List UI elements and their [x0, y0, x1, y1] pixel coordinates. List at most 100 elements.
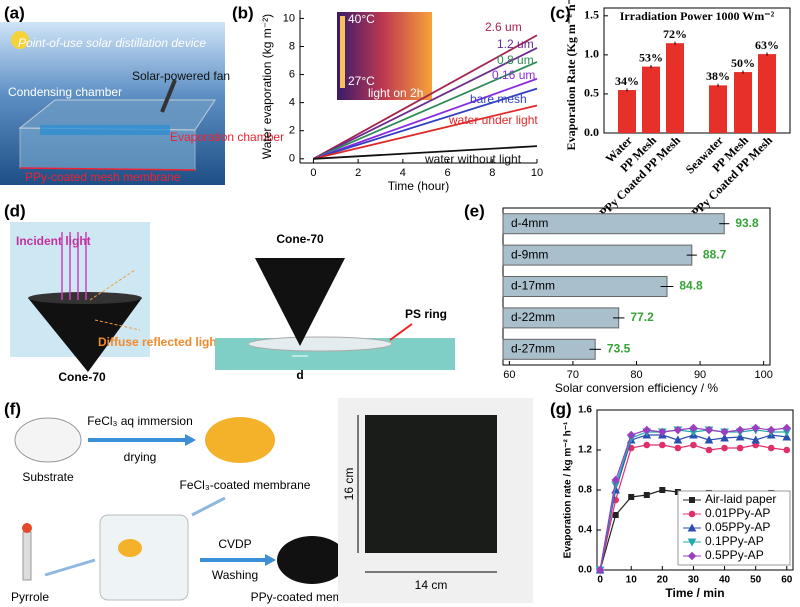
- y-tick-label: 6: [289, 68, 295, 80]
- inset-label: light on 2h: [368, 86, 423, 100]
- marker: [658, 427, 667, 437]
- x-tick-label: 50: [750, 575, 762, 586]
- y-tick-label: 2: [289, 125, 295, 137]
- marker: [751, 435, 761, 444]
- x-tick-label: 6: [445, 167, 451, 179]
- category-label: d-9mm: [511, 247, 548, 261]
- bar-annotation: 63%: [755, 38, 779, 52]
- panel-a-label: Solar-powered fan: [132, 69, 230, 83]
- y-tick-label: 0.0: [578, 565, 592, 576]
- marker: [782, 432, 792, 441]
- series-line: [313, 61, 538, 160]
- y-tick-label: 8: [289, 40, 295, 52]
- legend-marker: [688, 510, 696, 518]
- series-line: [312, 34, 538, 160]
- x-tick-label: 20: [657, 575, 669, 586]
- x-tick-label: 10: [531, 167, 543, 179]
- category-label: d-17mm: [511, 279, 555, 293]
- value-label: 77.2: [630, 310, 654, 324]
- diagram-label: Cone-70: [276, 232, 324, 246]
- bar: [709, 85, 727, 133]
- x-axis-label: Time / min: [665, 586, 724, 600]
- legend-marker: [689, 497, 695, 503]
- diagram-label: FeCl₃-coated membrane: [180, 478, 311, 492]
- bar: [666, 43, 684, 133]
- inset-label: 27°C: [348, 74, 375, 88]
- x-axis-label: Solar conversion efficiency / %: [555, 381, 719, 395]
- series-label: water without light: [424, 152, 522, 166]
- diagram-label: FeCl₃ aq immersion: [87, 414, 193, 428]
- marker: [735, 425, 745, 435]
- diagram-label: PS ring: [405, 307, 447, 321]
- series-line: [313, 87, 538, 160]
- inset-label: 40°C: [348, 12, 375, 26]
- panel-label: (c): [550, 3, 571, 22]
- x-tick-label: 40: [719, 575, 731, 586]
- marker: [720, 427, 729, 437]
- marker: [767, 444, 775, 452]
- legend-label: 0.1PPy-AP: [705, 534, 764, 548]
- marker: [721, 444, 728, 452]
- plot-frame: [603, 7, 791, 134]
- panel-labels: (a) (b) (c) (d) (e) (f) (g): [4, 3, 572, 418]
- chart-title: Irradiation Power 1000 Wm⁻²: [620, 9, 775, 23]
- y-tick-label: 0.4: [578, 525, 592, 536]
- bar-annotation: 53%: [639, 50, 663, 64]
- value-label: 84.8: [679, 279, 703, 293]
- bar: [734, 72, 752, 133]
- legend-label: Air-laid paper: [705, 492, 776, 506]
- diagram-label: Pyrrole: [11, 590, 49, 604]
- y-tick-label: 1.6: [578, 405, 592, 416]
- y-tick-label: 0.5: [584, 86, 599, 100]
- value-label: 93.8: [735, 216, 759, 230]
- series-line: [313, 104, 538, 160]
- x-axis-label: Time (hour): [388, 179, 450, 193]
- y-axis-label: Water evaporation (kg m⁻²): [260, 14, 274, 159]
- marker: [643, 492, 650, 498]
- x-tick-label: 90: [694, 369, 706, 381]
- diagram-label: Cone-70: [58, 370, 106, 384]
- panel-a: Point-of-use solar distillation device S…: [0, 22, 284, 185]
- y-tick-label: 10: [283, 12, 295, 24]
- bar: [642, 66, 660, 133]
- marker: [735, 432, 745, 441]
- y-tick-label: 1.5: [584, 8, 599, 22]
- category-label: d-27mm: [511, 341, 555, 355]
- marker: [627, 430, 636, 440]
- x-tick-label: 70: [567, 369, 579, 381]
- panel-f: FeCl₃ aq immersion drying Substrate FeCl…: [11, 398, 533, 604]
- panel-label: (f): [4, 399, 21, 418]
- x-tick-label: 100: [754, 369, 772, 381]
- marker: [704, 435, 714, 444]
- marker: [611, 475, 620, 485]
- bar-annotation: 34%: [615, 74, 639, 88]
- y-axis-label: Evaporation rate / kg m⁻² h⁻¹: [563, 421, 574, 558]
- legend-label: 0.5PPy-AP: [705, 548, 764, 562]
- diagram-label: d: [296, 368, 303, 382]
- series-line: [313, 47, 538, 160]
- legend-label: 0.05PPy-AP: [705, 520, 770, 534]
- category-label: d-22mm: [511, 310, 555, 324]
- panel-label: (b): [232, 3, 254, 22]
- marker: [704, 425, 714, 435]
- diagram-label: Diffuse reflected light: [98, 335, 221, 349]
- bar: [618, 90, 636, 133]
- series-line: [313, 145, 538, 160]
- x-tick-label: 0: [597, 575, 603, 586]
- marker: [782, 423, 791, 433]
- marker: [612, 512, 619, 518]
- x-tick-label: 60: [781, 575, 793, 586]
- value-label: 88.7: [703, 247, 727, 261]
- x-tick-label: 4: [400, 167, 406, 179]
- y-tick-label: 1.2: [578, 445, 592, 456]
- marker: [767, 425, 776, 435]
- value-label: 73.5: [607, 341, 631, 355]
- y-axis-label: Evaporation Rate (Kg m⁻² h⁻¹): [564, 0, 578, 150]
- marker: [720, 433, 729, 442]
- marker: [659, 487, 666, 493]
- panel-label: (a): [4, 3, 25, 22]
- marker: [705, 446, 713, 454]
- panel-a-label: Evaporation chamber: [170, 130, 284, 144]
- diagram-label: CVDP: [218, 537, 251, 551]
- thermal-inset: 40°C 27°C light on 2h: [337, 12, 432, 100]
